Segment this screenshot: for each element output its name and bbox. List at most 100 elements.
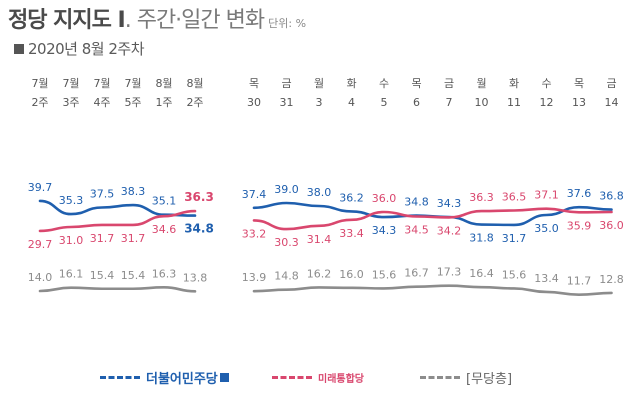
x-tick-label-bottom: 13 — [572, 96, 586, 109]
data-label: 31.7 — [90, 232, 115, 245]
x-tick-label-top: 8월 — [186, 77, 203, 90]
data-label: 34.3 — [437, 197, 462, 210]
data-label: 36.3 — [184, 190, 214, 204]
data-label: 30.3 — [274, 236, 299, 249]
x-tick-label-bottom: 3주 — [62, 96, 79, 109]
chart-title-rest: . 주간·일간 변화 — [124, 8, 265, 33]
legend-label-independent: [무당층] — [466, 371, 513, 387]
x-tick-label-bottom: 5 — [381, 96, 388, 109]
data-label: 34.5 — [404, 224, 429, 237]
data-label: 35.9 — [567, 219, 592, 232]
data-label: 15.4 — [90, 269, 115, 282]
x-tick-label-top: 화 — [509, 77, 519, 90]
data-label: 16.0 — [339, 268, 364, 281]
series-line-2 — [38, 286, 197, 293]
data-label: 37.6 — [567, 187, 592, 200]
data-label: 31.7 — [121, 232, 146, 245]
data-label: 15.6 — [372, 268, 397, 281]
data-label: 34.6 — [152, 223, 177, 236]
x-tick-label-top: 금 — [606, 77, 616, 90]
x-tick-label-top: 7월 — [124, 77, 141, 90]
data-label: 36.8 — [599, 190, 624, 203]
legend-item-united-future: 미래통합당 — [272, 362, 364, 392]
data-label: 16.1 — [59, 268, 84, 281]
x-tick-label-top: 목 — [574, 77, 584, 90]
series-line-1 — [252, 207, 613, 231]
x-tick-label-top: 7월 — [93, 77, 110, 90]
data-label: 31.4 — [307, 233, 332, 246]
data-label: 31.7 — [502, 232, 527, 245]
data-label: 35.0 — [534, 222, 559, 235]
x-tick-label-top: 수 — [541, 77, 551, 90]
data-label: 13.4 — [534, 272, 559, 285]
data-label: 14.8 — [274, 270, 299, 283]
series-line-1 — [38, 209, 197, 233]
data-label: 37.4 — [242, 188, 267, 201]
data-label: 36.0 — [599, 219, 624, 232]
x-tick-label-top: 7월 — [62, 77, 79, 90]
legend-line-independent — [420, 375, 460, 379]
data-label: 16.4 — [469, 267, 494, 280]
data-label: 31.0 — [59, 234, 84, 247]
unit-label: 단위: % — [268, 17, 307, 30]
legend-label-democratic: 더불어민주당 — [146, 371, 218, 387]
x-tick-label-bottom: 2주 — [31, 96, 48, 109]
data-label: 36.0 — [372, 192, 397, 205]
data-label: 16.2 — [307, 267, 332, 280]
x-tick-label-top: 목 — [411, 77, 421, 90]
x-tick-label-top: 수 — [379, 77, 389, 90]
data-label: 34.8 — [184, 222, 214, 236]
data-label: 37.5 — [90, 188, 115, 201]
x-tick-label-bottom: 4 — [348, 96, 355, 109]
data-label: 36.2 — [339, 191, 364, 204]
x-tick-label-top: 목 — [249, 77, 259, 90]
data-label: 12.8 — [599, 273, 624, 286]
data-label: 34.2 — [437, 224, 462, 237]
legend-label-united-future: 미래통합당 — [318, 373, 364, 385]
x-tick-label-bottom: 30 — [247, 96, 261, 109]
bullet-square-icon — [14, 44, 24, 54]
data-label: 13.9 — [242, 271, 267, 284]
series-line-2 — [252, 284, 613, 296]
data-label: 36.3 — [469, 191, 494, 204]
legend-line-united-future — [272, 375, 312, 379]
x-tick-label-bottom: 6 — [413, 96, 420, 109]
data-label: 34.3 — [372, 224, 397, 237]
data-label: 37.1 — [534, 189, 559, 202]
data-label: 16.3 — [152, 267, 177, 280]
data-label: 35.1 — [152, 195, 177, 208]
x-tick-label-top: 금 — [444, 77, 454, 90]
legend-item-independent: [무당층] — [420, 362, 512, 392]
legend-line-democratic — [100, 375, 140, 379]
chart-subtitle: 2020년 8월 2주차 — [14, 38, 145, 59]
data-label: 38.0 — [307, 186, 332, 199]
data-label: 13.8 — [183, 271, 208, 284]
x-tick-label-bottom: 3 — [316, 96, 323, 109]
x-tick-label-bottom: 1주 — [155, 96, 172, 109]
x-tick-label-bottom: 7 — [446, 96, 453, 109]
x-tick-label-bottom: 12 — [540, 96, 554, 109]
data-label: 31.8 — [469, 232, 494, 245]
data-label: 34.8 — [404, 196, 429, 209]
x-tick-label-bottom: 4주 — [93, 96, 110, 109]
chart-title-main: 정당 지지도 Ⅰ — [8, 8, 126, 33]
data-label: 15.6 — [502, 268, 527, 281]
data-label: 33.4 — [339, 227, 364, 240]
data-label: 36.5 — [502, 191, 527, 204]
data-label: 33.2 — [242, 227, 267, 240]
data-label: 16.7 — [404, 267, 429, 280]
x-tick-label-bottom: 5주 — [124, 96, 141, 109]
series-line-0 — [38, 199, 197, 217]
data-label: 35.3 — [59, 194, 84, 207]
democratic-logo-icon — [219, 372, 229, 382]
x-tick-label-top: 8월 — [155, 77, 172, 90]
x-tick-label-top: 월 — [476, 77, 486, 90]
data-label: 29.7 — [28, 238, 53, 251]
x-tick-label-bottom: 14 — [605, 96, 619, 109]
legend: 더불어민주당 미래통합당 [무당층] — [100, 362, 640, 392]
x-tick-label-bottom: 11 — [507, 96, 521, 109]
x-tick-label-top: 7월 — [31, 77, 48, 90]
x-tick-label-top: 금 — [281, 77, 291, 90]
x-tick-label-bottom: 10 — [475, 96, 489, 109]
